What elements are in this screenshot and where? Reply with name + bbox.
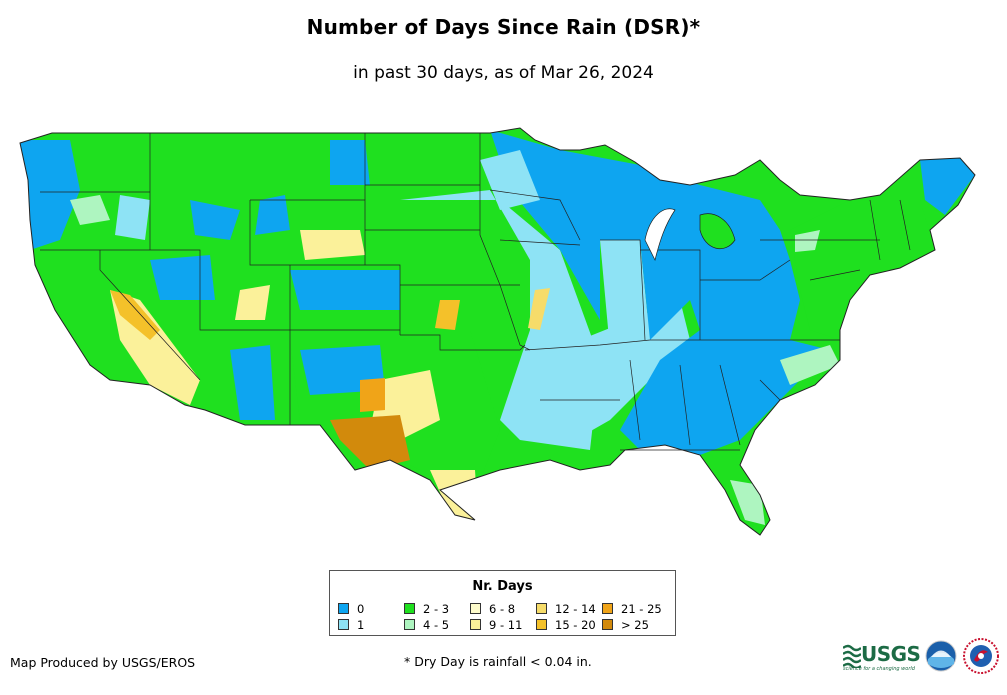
legend-swatch-5 [470, 619, 481, 630]
region-15-20-kansas [435, 300, 460, 330]
region-0-wyoming [255, 195, 290, 235]
region-9-11-south-texas [430, 470, 478, 520]
region-9-11-wyoming [300, 230, 365, 260]
region-0-maine [920, 158, 975, 215]
legend-swatch-8 [602, 603, 613, 614]
region-15-20-nevada [110, 290, 160, 340]
region-12-14-missouri [528, 288, 550, 330]
region-21-25-texas [360, 378, 385, 412]
legend-swatch-1 [338, 619, 349, 630]
legend-label-5: 9 - 11 [489, 618, 523, 632]
conus-outline [19, 127, 976, 536]
usgs-wave-icon [843, 644, 861, 668]
region-4-5-oregon [70, 195, 110, 225]
map-title: Number of Days Since Rain (DSR)* [306, 15, 701, 39]
legend-swatch-0 [338, 603, 349, 614]
region-0-pnw [20, 140, 80, 250]
legend-item-8: 21 - 25 [602, 603, 662, 615]
legend-item-3: 4 - 5 [404, 619, 449, 631]
dsr-shading [20, 128, 975, 535]
region-0-midwest-southeast [490, 130, 830, 455]
agency-logos: USGS science for a changing world [843, 638, 1003, 678]
region-2-3-northeast [790, 200, 935, 340]
region-over-25-big-bend [330, 415, 410, 470]
region-4-5-florida [730, 480, 765, 525]
legend-label-1: 1 [357, 618, 365, 632]
legend-label-2: 2 - 3 [423, 602, 450, 616]
legend-swatch-3 [404, 619, 415, 630]
legend-swatch-9 [602, 619, 613, 630]
nws-logo-icon [963, 638, 999, 674]
legend-label-6: 12 - 14 [555, 602, 596, 616]
michigan-lower [699, 213, 736, 250]
state-boundaries [40, 133, 911, 451]
legend-label-7: 15 - 20 [555, 618, 596, 632]
legend-swatch-7 [536, 619, 547, 630]
region-9-11-utah [235, 285, 270, 320]
region-0-montana [330, 140, 370, 185]
legend-swatch-4 [470, 603, 481, 614]
dry-day-footnote: * Dry Day is rainfall < 0.04 in. [404, 654, 592, 669]
legend-title: Nr. Days [472, 579, 533, 594]
region-1-midsouth [575, 300, 690, 440]
legend-item-1: 1 [338, 619, 364, 631]
noaa-logo-icon [925, 640, 957, 672]
legend-item-2: 2 - 3 [404, 603, 449, 615]
legend-item-4: 6 - 8 [470, 603, 515, 615]
legend-item-5: 9 - 11 [470, 619, 522, 631]
region-4-5-pennsylvania [795, 230, 820, 252]
legend-label-3: 4 - 5 [423, 618, 450, 632]
legend-item-9: > 25 [602, 619, 649, 631]
legend-item-6: 12 - 14 [536, 603, 596, 615]
map-subtitle: in past 30 days, as of Mar 26, 2024 [353, 63, 654, 83]
region-0-arizona [230, 345, 275, 420]
legend-label-4: 6 - 8 [489, 602, 516, 616]
region-0-idaho [190, 200, 240, 240]
region-1-oregon [115, 195, 150, 240]
legend-item-0: 0 [338, 603, 364, 615]
legend-label-8: 21 - 25 [621, 602, 662, 616]
legend-box: Nr. Days 0 1 2 - 3 4 - 5 6 - 8 9 - 11 12… [329, 570, 676, 636]
legend-label-0: 0 [357, 602, 365, 616]
map-credit: Map Produced by USGS/EROS [10, 655, 196, 670]
region-0-nevada [150, 255, 215, 300]
usgs-logo-text: USGS [861, 642, 921, 666]
region-0-colorado [290, 270, 400, 310]
legend-label-9: > 25 [621, 618, 649, 632]
usgs-tagline: science for a changing world [843, 666, 915, 672]
lake-michigan [644, 208, 676, 262]
region-1-plains [400, 190, 600, 450]
legend-swatch-6 [536, 603, 547, 614]
legend-item-7: 15 - 20 [536, 619, 596, 631]
legend-swatch-2 [404, 603, 415, 614]
region-4-5-carolinas [780, 345, 840, 385]
